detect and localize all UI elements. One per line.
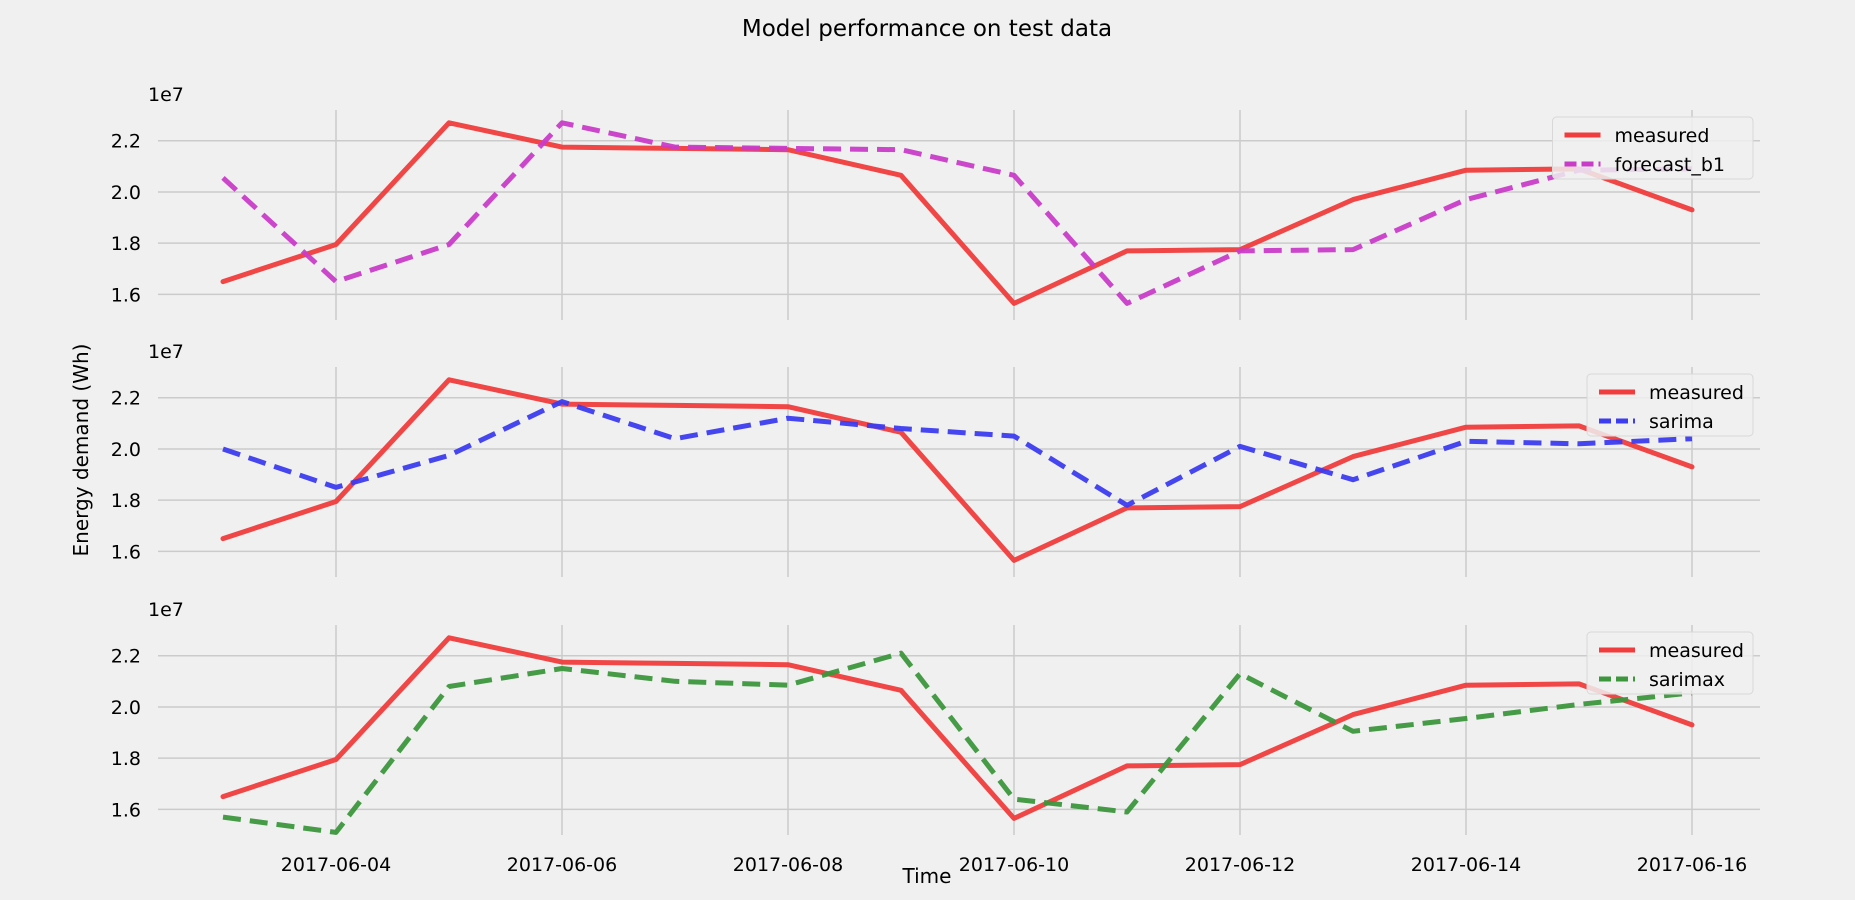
series-line-measured bbox=[220, 377, 1695, 563]
y-tick-label: 2.0 bbox=[111, 697, 141, 719]
legend-label-sarimax: sarimax bbox=[1649, 669, 1725, 691]
y-tick-label: 2.0 bbox=[111, 182, 141, 204]
y-tick-label: 1.8 bbox=[111, 748, 141, 770]
y-tick-label: 2.2 bbox=[111, 388, 141, 410]
y-tick-label: 1.6 bbox=[111, 799, 141, 821]
subplot-2: 1.6 1.8 2.0 2.2 1e7 measured sarima bbox=[111, 341, 1760, 577]
x-tick-label: 2017-06-08 bbox=[733, 854, 843, 876]
y-tick-label: 1.8 bbox=[111, 490, 141, 512]
legend-label-measured: measured bbox=[1615, 125, 1710, 147]
x-tick-label: 2017-06-10 bbox=[959, 854, 1069, 876]
y-offset-label: 1e7 bbox=[148, 341, 184, 363]
series-line-measured bbox=[220, 120, 1695, 306]
chart-title: Model performance on test data bbox=[742, 16, 1112, 42]
legend-label-forecast_b1: forecast_b1 bbox=[1615, 154, 1725, 176]
series-line-forecast_b1 bbox=[221, 120, 1693, 306]
legend: measured forecast_b1 bbox=[1552, 116, 1754, 180]
y-tick-label: 1.6 bbox=[111, 284, 141, 306]
y-offset-label: 1e7 bbox=[148, 84, 184, 106]
legend-label-measured: measured bbox=[1649, 382, 1744, 404]
x-tick-label: 2017-06-14 bbox=[1411, 854, 1521, 876]
y-tick-label: 2.2 bbox=[111, 646, 141, 668]
x-tick-label: 2017-06-12 bbox=[1185, 854, 1295, 876]
x-tick-label: 2017-06-16 bbox=[1637, 854, 1747, 876]
y-tick-label: 2.2 bbox=[111, 131, 141, 153]
x-axis-title: Time bbox=[902, 864, 952, 888]
subplot-3: 1.6 1.8 2.0 2.2 1e7 measured sarimax 2017-06-04… bbox=[111, 599, 1760, 876]
x-tick-label: 2017-06-06 bbox=[507, 854, 617, 876]
series-line-sarima bbox=[222, 399, 1693, 508]
y-axis-title: Energy demand (Wh) bbox=[69, 344, 93, 557]
legend-label-sarima: sarima bbox=[1649, 411, 1714, 433]
y-tick-label: 1.8 bbox=[111, 233, 141, 255]
y-tick-label: 1.6 bbox=[111, 541, 141, 563]
x-tick-label: 2017-06-04 bbox=[281, 854, 391, 876]
legend-frame bbox=[1552, 116, 1754, 180]
subplot-1: 1.6 1.8 2.0 2.2 1e7 measured forecast_b1 bbox=[111, 84, 1760, 320]
series-line-sarimax bbox=[222, 650, 1693, 835]
series-line-measured bbox=[220, 635, 1695, 821]
legend-label-measured: measured bbox=[1649, 640, 1744, 662]
legend: measured sarimax bbox=[1586, 631, 1754, 695]
y-tick-label: 2.0 bbox=[111, 439, 141, 461]
legend: measured sarima bbox=[1586, 373, 1754, 437]
y-offset-label: 1e7 bbox=[148, 599, 184, 621]
subplots-area: 1.6 1.8 2.0 2.2 1e7 measured forecast_b1 1.6 1.8… bbox=[111, 84, 1760, 876]
